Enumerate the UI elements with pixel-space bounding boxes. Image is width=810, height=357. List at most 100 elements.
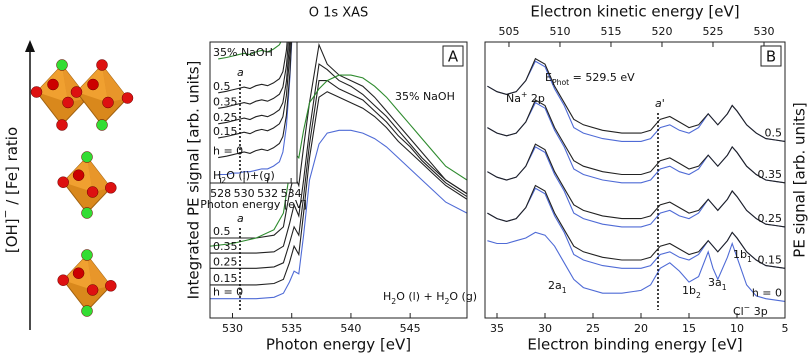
annotation: 1b2 bbox=[682, 284, 701, 300]
series-label: 0.15 bbox=[213, 125, 238, 138]
data-line bbox=[487, 57, 785, 142]
annotation: a bbox=[237, 66, 244, 79]
text-part: a bbox=[237, 212, 244, 225]
panel-label: B bbox=[766, 48, 776, 66]
atom bbox=[96, 59, 108, 71]
x2-tick-label: 520 bbox=[651, 25, 672, 38]
atom bbox=[57, 176, 69, 188]
series-label: 0.5 bbox=[213, 80, 231, 93]
text-part: Na bbox=[506, 92, 521, 105]
series-label: 0.35 bbox=[758, 168, 783, 181]
annotation: 1b1 bbox=[733, 248, 752, 264]
series-label: 0.25 bbox=[213, 255, 238, 268]
x-tick-label: 10 bbox=[730, 322, 744, 335]
x-axis-label: Electron binding energy [eV] bbox=[527, 336, 742, 354]
data-line bbox=[210, 91, 467, 286]
series-label: 0.15 bbox=[758, 253, 783, 266]
x2-axis-label: Electron kinetic energy [eV] bbox=[530, 3, 739, 21]
text-part: 1 bbox=[722, 283, 727, 292]
x-tick-label: 20 bbox=[634, 322, 648, 335]
x-axis-label: Photon energy [eV] bbox=[200, 198, 307, 211]
x-tick-label: 5 bbox=[782, 322, 789, 335]
text-part: − bbox=[744, 303, 750, 312]
plot-area bbox=[487, 57, 785, 302]
data-line bbox=[210, 129, 467, 300]
data-line bbox=[210, 42, 467, 239]
text-part: 2 bbox=[444, 297, 449, 306]
atom bbox=[57, 274, 69, 286]
text-part: / [Fe] ratio bbox=[3, 127, 21, 210]
panel-label: A bbox=[448, 48, 459, 66]
x2-tick-label: 510 bbox=[549, 25, 570, 38]
x-tick-label: 530 bbox=[234, 187, 255, 200]
text-part: 2a bbox=[548, 279, 562, 292]
x2-tick-label: 525 bbox=[702, 25, 723, 38]
x-tick-label: 35 bbox=[490, 322, 504, 335]
text-part: 1 bbox=[562, 286, 567, 295]
atom bbox=[72, 169, 85, 181]
plot-area bbox=[218, 42, 293, 176]
data-line bbox=[210, 74, 467, 247]
text-part: 3p bbox=[750, 305, 767, 318]
x2-tick-label: 505 bbox=[498, 25, 519, 38]
x-axis-label: Photon energy [eV] bbox=[266, 336, 411, 354]
plot-area bbox=[210, 42, 467, 300]
atom bbox=[70, 86, 83, 98]
series-label: 0.15 bbox=[213, 272, 238, 285]
series-label: 35% NaOH bbox=[395, 90, 455, 103]
data-line bbox=[487, 99, 785, 184]
annotation: EPhot = 529.5 eV bbox=[545, 71, 635, 87]
atom bbox=[56, 59, 68, 71]
annotation: H2O (l)+(g) bbox=[213, 169, 275, 185]
text-part: O (g) bbox=[449, 290, 477, 303]
text-part: a' bbox=[655, 97, 665, 110]
atom bbox=[102, 96, 114, 109]
data-line bbox=[218, 42, 293, 159]
atom bbox=[87, 78, 99, 91]
data-line bbox=[487, 146, 785, 228]
x-tick-label: 535 bbox=[281, 322, 302, 335]
series-label: 35% NaOH bbox=[213, 46, 273, 59]
data-line bbox=[218, 42, 282, 60]
octahedron-face bbox=[87, 255, 111, 290]
series-label: 0.35 bbox=[213, 95, 238, 108]
annotation: H2O (l) + H2O (g) bbox=[383, 290, 477, 306]
atom bbox=[56, 119, 68, 131]
text-part: E bbox=[545, 71, 552, 84]
text-part: O (l) + H bbox=[396, 290, 444, 303]
text-part: 1b bbox=[733, 248, 747, 261]
text-part: 3a bbox=[708, 276, 722, 289]
annotation: 3a1 bbox=[708, 276, 727, 292]
atom bbox=[81, 151, 93, 163]
text-part: H bbox=[213, 169, 221, 182]
series-label: 0.25 bbox=[213, 111, 238, 124]
atom bbox=[81, 207, 93, 219]
annotation: a' bbox=[655, 97, 665, 110]
x-tick-label: 534 bbox=[281, 187, 302, 200]
data-line bbox=[487, 231, 785, 302]
x-tick-label: 25 bbox=[586, 322, 600, 335]
octahedron-face bbox=[102, 65, 128, 103]
series-label: 0.35 bbox=[213, 240, 238, 253]
x-tick-label: 528 bbox=[210, 187, 231, 200]
y-axis-label: PE signal [arb. units] bbox=[791, 102, 809, 257]
x-tick-label: 30 bbox=[538, 322, 552, 335]
atom bbox=[72, 267, 85, 279]
series-label: h = 0 bbox=[752, 286, 782, 299]
arrow-head bbox=[25, 40, 35, 52]
annotation: Cl− 3p bbox=[733, 303, 768, 319]
x-tick-label: 530 bbox=[222, 322, 243, 335]
x2-tick-label: 515 bbox=[600, 25, 621, 38]
series-label: 0.5 bbox=[765, 126, 783, 139]
annotation: 2a1 bbox=[548, 279, 567, 295]
atom bbox=[96, 119, 108, 131]
atom bbox=[47, 78, 59, 91]
atom bbox=[121, 92, 134, 104]
x-tick-label: 532 bbox=[257, 187, 278, 200]
text-part: 1b bbox=[682, 284, 696, 297]
inset-background bbox=[210, 42, 297, 183]
octahedron-face bbox=[87, 157, 111, 192]
atom bbox=[30, 86, 43, 98]
axis-label: [OH]− / [Fe] ratio bbox=[0, 127, 21, 253]
